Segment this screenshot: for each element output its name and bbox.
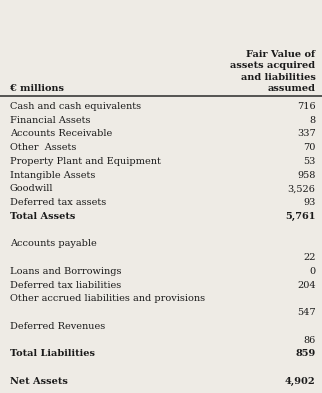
Text: 22: 22: [303, 253, 316, 262]
Text: 958: 958: [297, 171, 316, 180]
Text: 5,761: 5,761: [285, 212, 316, 221]
Text: Deferred Revenues: Deferred Revenues: [10, 322, 105, 331]
Text: Property Plant and Equipment: Property Plant and Equipment: [10, 157, 161, 166]
Text: 8: 8: [309, 116, 316, 125]
Text: 86: 86: [303, 336, 316, 345]
Text: Accounts payable: Accounts payable: [10, 239, 96, 248]
Text: Intangible Assets: Intangible Assets: [10, 171, 95, 180]
Text: € millions: € millions: [10, 84, 64, 93]
Text: 0: 0: [309, 267, 316, 276]
Text: Deferred tax liabilities: Deferred tax liabilities: [10, 281, 121, 290]
Text: Other  Assets: Other Assets: [10, 143, 76, 152]
Text: Fair Value of
assets acquired
and liabilities
assumed: Fair Value of assets acquired and liabil…: [231, 50, 316, 93]
Text: 859: 859: [295, 349, 316, 358]
Text: 53: 53: [303, 157, 316, 166]
Text: 4,902: 4,902: [285, 377, 316, 386]
Text: Other accrued liabilities and provisions: Other accrued liabilities and provisions: [10, 294, 205, 303]
Text: Goodwill: Goodwill: [10, 184, 53, 193]
Text: 70: 70: [303, 143, 316, 152]
Text: Total Liabilities: Total Liabilities: [10, 349, 95, 358]
Text: Loans and Borrowings: Loans and Borrowings: [10, 267, 121, 276]
Text: 547: 547: [297, 308, 316, 317]
Text: Financial Assets: Financial Assets: [10, 116, 90, 125]
Text: 337: 337: [297, 129, 316, 138]
Text: Net Assets: Net Assets: [10, 377, 68, 386]
Text: 716: 716: [297, 102, 316, 111]
Text: 3,526: 3,526: [288, 184, 316, 193]
Text: Deferred tax assets: Deferred tax assets: [10, 198, 106, 207]
Text: Accounts Receivable: Accounts Receivable: [10, 129, 112, 138]
Text: Total Assets: Total Assets: [10, 212, 75, 221]
Text: 204: 204: [297, 281, 316, 290]
Text: Cash and cash equivalents: Cash and cash equivalents: [10, 102, 141, 111]
Text: 93: 93: [303, 198, 316, 207]
